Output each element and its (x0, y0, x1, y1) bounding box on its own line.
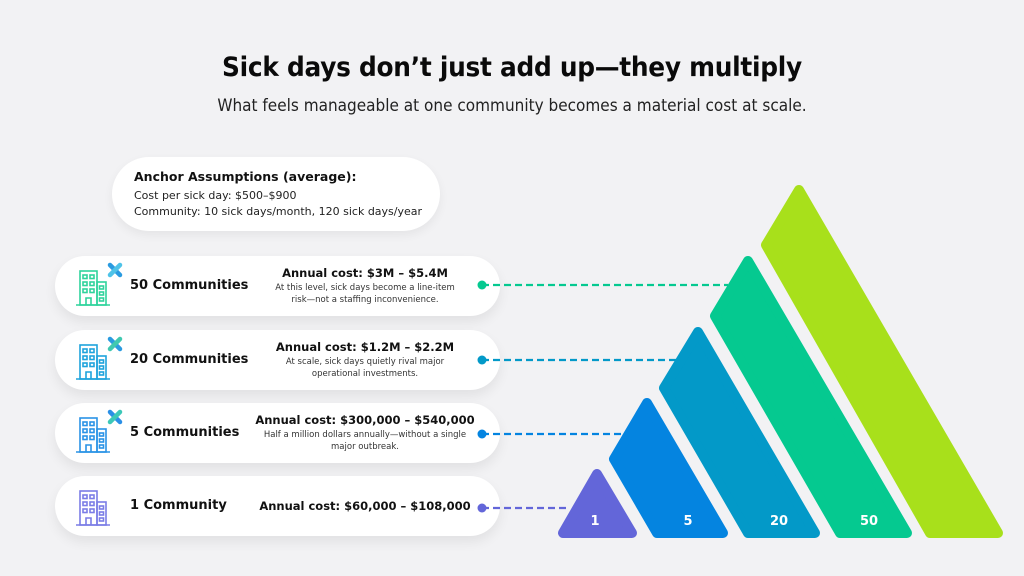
tier-card-20: 20 Communities Annual cost: $1.2M – $2.2… (55, 330, 500, 390)
tier-note: major outbreak. (331, 442, 399, 452)
tier-note: operational investments. (311, 369, 419, 379)
building-with-x-icon (76, 409, 123, 453)
connector-dot-50 (477, 280, 487, 290)
building-icon (76, 490, 110, 526)
tier-note: At scale, sick days quietly rival major (285, 357, 445, 367)
tier-cost: Annual cost: $3M – $5.4M (282, 266, 448, 280)
connector-dot-5 (477, 429, 487, 439)
tier-name: 20 Communities (130, 352, 249, 367)
tier-name: 5 Communities (130, 425, 240, 440)
pyramid-band-50 (710, 256, 912, 538)
tier-note: Half a million dollars annually—without … (263, 430, 467, 440)
pyramid-label-50: 50 (860, 514, 878, 529)
connector-dot-1 (477, 503, 487, 513)
tier-note: At this level, sick days become a line-i… (275, 283, 455, 293)
tier-card-50: 50 Communities Annual cost: $3M – $5.4M … (55, 256, 500, 316)
anchor-community-days: Community: 10 sick days/month, 120 sick … (134, 205, 423, 218)
page-title: Sick days don’t just add up—they multipl… (222, 52, 802, 83)
pyramid-label-20: 20 (770, 514, 788, 529)
tier-note: risk—not a staffing inconvenience. (291, 295, 439, 305)
building-with-x-icon (76, 336, 123, 380)
anchor-assumptions-box: Anchor Assumptions (average): Cost per s… (112, 157, 440, 231)
pyramid-band-20 (659, 327, 820, 538)
tier-name: 1 Community (130, 498, 227, 513)
pyramid-label-5: 5 (683, 514, 692, 529)
pyramid-triangle-1 (558, 469, 637, 538)
pyramid-band-lime (761, 185, 1003, 538)
anchor-title: Anchor Assumptions (average): (134, 169, 357, 184)
tier-card-1: 1 Community Annual cost: $60,000 – $108,… (55, 476, 500, 536)
connector-dot-20 (477, 355, 487, 365)
tier-name: 50 Communities (130, 278, 249, 293)
pyramid-label-1: 1 (590, 514, 599, 529)
pyramid-band-5 (609, 398, 728, 538)
tier-cost: Annual cost: $1.2M – $2.2M (275, 340, 455, 354)
page-subtitle: What feels manageable at one community b… (217, 96, 807, 116)
tier-card-5: 5 Communities Annual cost: $300,000 – $5… (55, 403, 500, 463)
building-with-x-icon (76, 262, 123, 306)
tier-cost: Annual cost: $300,000 – $540,000 (255, 413, 475, 427)
anchor-cost-per-day: Cost per sick day: $500–$900 (134, 189, 297, 202)
tier-cost: Annual cost: $60,000 – $108,000 (259, 499, 471, 513)
